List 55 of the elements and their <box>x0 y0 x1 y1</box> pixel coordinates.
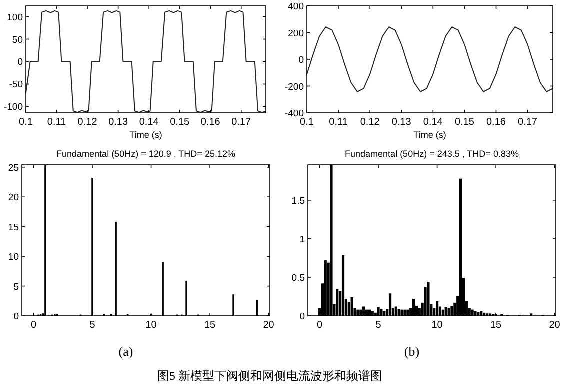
x-tick-label: 0.16 <box>200 117 221 128</box>
x-tick-label: 0.1 <box>19 117 34 128</box>
y-tick-label: -200 <box>284 82 304 93</box>
x-tick-label: 5 <box>90 320 96 331</box>
x-tick-label: 0.17 <box>518 117 538 128</box>
line-series <box>26 10 266 114</box>
y-tick-label: 20 <box>8 192 19 204</box>
y-tick-label: 0 <box>18 57 23 68</box>
text: (b) <box>404 344 420 359</box>
x-tick-label: 0.14 <box>423 117 444 128</box>
y-tick-label: -100 <box>4 102 23 114</box>
y-tick-label: 0 <box>300 312 305 322</box>
chart-title: Fundamental (50Hz) = 243.5 , THD= 0.83% <box>345 149 519 159</box>
x-tick-label: 0.1 <box>300 117 314 128</box>
y-tick-label: 0.5 <box>292 272 305 284</box>
x-tick-label: 0.16 <box>486 117 506 128</box>
x-tick-label: 0.15 <box>170 117 190 128</box>
x-axis-title: Time (s) <box>414 130 446 140</box>
x-tick-label: 0.13 <box>108 117 128 128</box>
y-tick-label: 15 <box>8 222 19 234</box>
chart-title: Fundamental (50Hz) = 120.9 , THD= 25.12% <box>56 149 236 159</box>
x-tick-label: 0.11 <box>329 117 348 128</box>
y-tick-label: 25 <box>8 162 19 174</box>
y-tick-label: 50 <box>12 34 23 46</box>
y-tick-label: -400 <box>284 108 304 120</box>
x-tick-label: 15 <box>490 320 502 331</box>
y-tick-label: 1.5 <box>292 196 305 207</box>
y-tick-label: 10 <box>8 252 19 264</box>
x-tick-label: 0.17 <box>232 117 252 128</box>
x-tick-label: 0.14 <box>139 117 160 128</box>
x-tick-label: 0.11 <box>47 117 67 128</box>
y-tick-label: 0 <box>14 312 19 322</box>
x-tick-label: 0.12 <box>360 117 380 128</box>
x-axis-title: Time (s) <box>130 130 162 140</box>
y-tick-label: 100 <box>7 12 23 24</box>
x-tick-label: 0.15 <box>454 117 475 128</box>
y-tick-label: 5 <box>14 282 19 293</box>
y-tick-label: 1 <box>300 234 305 246</box>
x-tick-label: 0.13 <box>392 117 412 128</box>
y-tick-label: 200 <box>288 28 304 40</box>
caption: 图5 新模型下阀侧和网侧电流波形和频谱图 <box>158 369 382 383</box>
x-tick-label: 10 <box>432 320 444 331</box>
y-tick-label: -50 <box>9 80 23 91</box>
y-tick-label: 400 <box>288 2 304 12</box>
x-tick-label: 0.12 <box>78 117 98 128</box>
x-tick-label: 5 <box>376 320 382 331</box>
text: (a) <box>118 344 134 359</box>
line-series <box>306 26 554 92</box>
x-tick-label: 0 <box>316 320 323 331</box>
y-tick-label: 0 <box>298 55 304 66</box>
x-tick-label: 10 <box>146 320 158 331</box>
x-tick-label: 15 <box>204 320 216 331</box>
x-tick-label: 20 <box>549 320 561 331</box>
x-tick-label: 0 <box>30 320 37 331</box>
x-tick-label: 20 <box>263 320 275 331</box>
